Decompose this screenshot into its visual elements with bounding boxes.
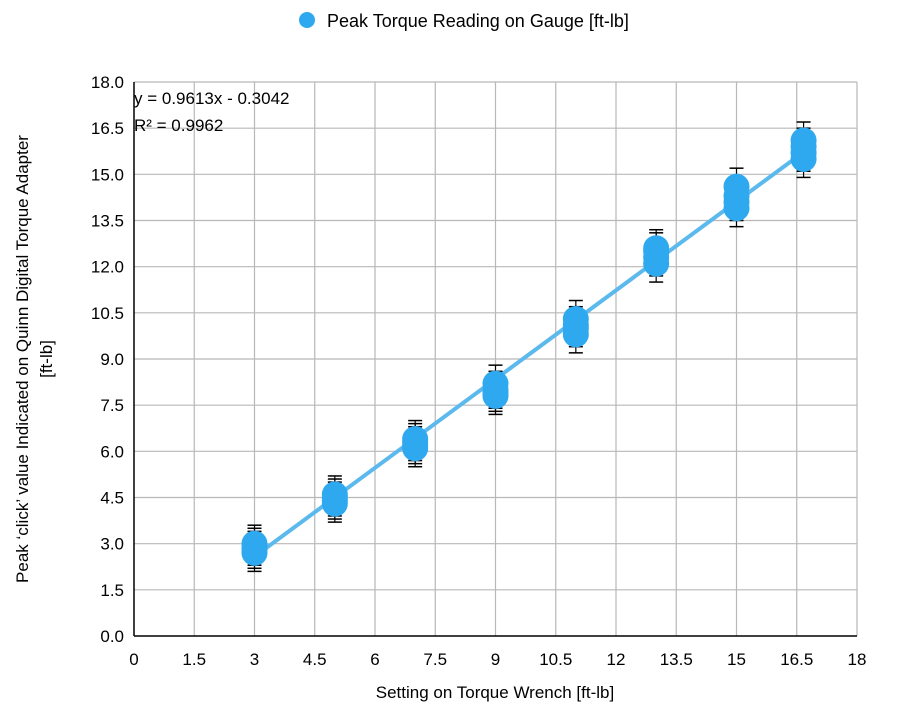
data-point	[562, 305, 589, 332]
x-tick-label: 12	[607, 650, 626, 669]
x-tick-label: 7.5	[423, 650, 447, 669]
x-tick-label: 3	[250, 650, 259, 669]
y-tick-label: 0.0	[100, 627, 124, 646]
data-point	[643, 235, 670, 262]
y-tick-label: 18.0	[91, 73, 124, 92]
y-axis-title-line2: [ft-lb]	[37, 340, 56, 378]
y-tick-label: 15.0	[91, 165, 124, 184]
y-tick-label: 3.0	[100, 535, 124, 554]
y-tick-label: 13.5	[91, 212, 124, 231]
x-tick-label: 16.5	[780, 650, 813, 669]
y-tick-label: 12.0	[91, 258, 124, 277]
data-point	[402, 426, 429, 453]
y-tick-label: 6.0	[100, 442, 124, 461]
data-point	[723, 173, 750, 200]
y-axis-title-line1: Peak ‘click’ value Indicated on Quinn Di…	[13, 135, 32, 583]
data-point	[241, 530, 268, 557]
data-point	[321, 481, 348, 508]
legend-marker	[299, 12, 315, 28]
x-tick-label: 6	[370, 650, 379, 669]
x-tick-label: 9	[491, 650, 500, 669]
x-axis-title: Setting on Torque Wrench [ft-lb]	[376, 683, 614, 702]
data-points	[241, 127, 817, 566]
axes: 0 1.5 3 4.5 6 7.5 9 10.5 12 13.5 15 16.5 18 0.0 1.5 3.0…	[91, 73, 867, 669]
annotations: y = 0.9613x - 0.3042 R² = 0.9962	[134, 89, 289, 135]
y-tick-label: 7.5	[100, 396, 124, 415]
y-tick-label: 1.5	[100, 581, 124, 600]
r-squared-label: R² = 0.9962	[134, 116, 223, 135]
x-tick-label: 18	[848, 650, 867, 669]
y-tick-label: 4.5	[100, 489, 124, 508]
x-tick-label: 10.5	[539, 650, 572, 669]
legend: Peak Torque Reading on Gauge [ft-lb]	[299, 11, 629, 31]
legend-label: Peak Torque Reading on Gauge [ft-lb]	[327, 11, 629, 31]
y-tick-label: 9.0	[100, 350, 124, 369]
x-tick-label: 4.5	[303, 650, 327, 669]
y-tick-label: 10.5	[91, 304, 124, 323]
trendline-equation: y = 0.9613x - 0.3042	[134, 89, 289, 108]
y-tick-label: 16.5	[91, 119, 124, 138]
x-tick-label: 1.5	[182, 650, 206, 669]
x-tick-label: 0	[129, 650, 138, 669]
x-tick-label: 15	[727, 650, 746, 669]
data-point	[482, 370, 509, 397]
x-tick-label: 13.5	[660, 650, 693, 669]
data-point	[790, 127, 817, 154]
